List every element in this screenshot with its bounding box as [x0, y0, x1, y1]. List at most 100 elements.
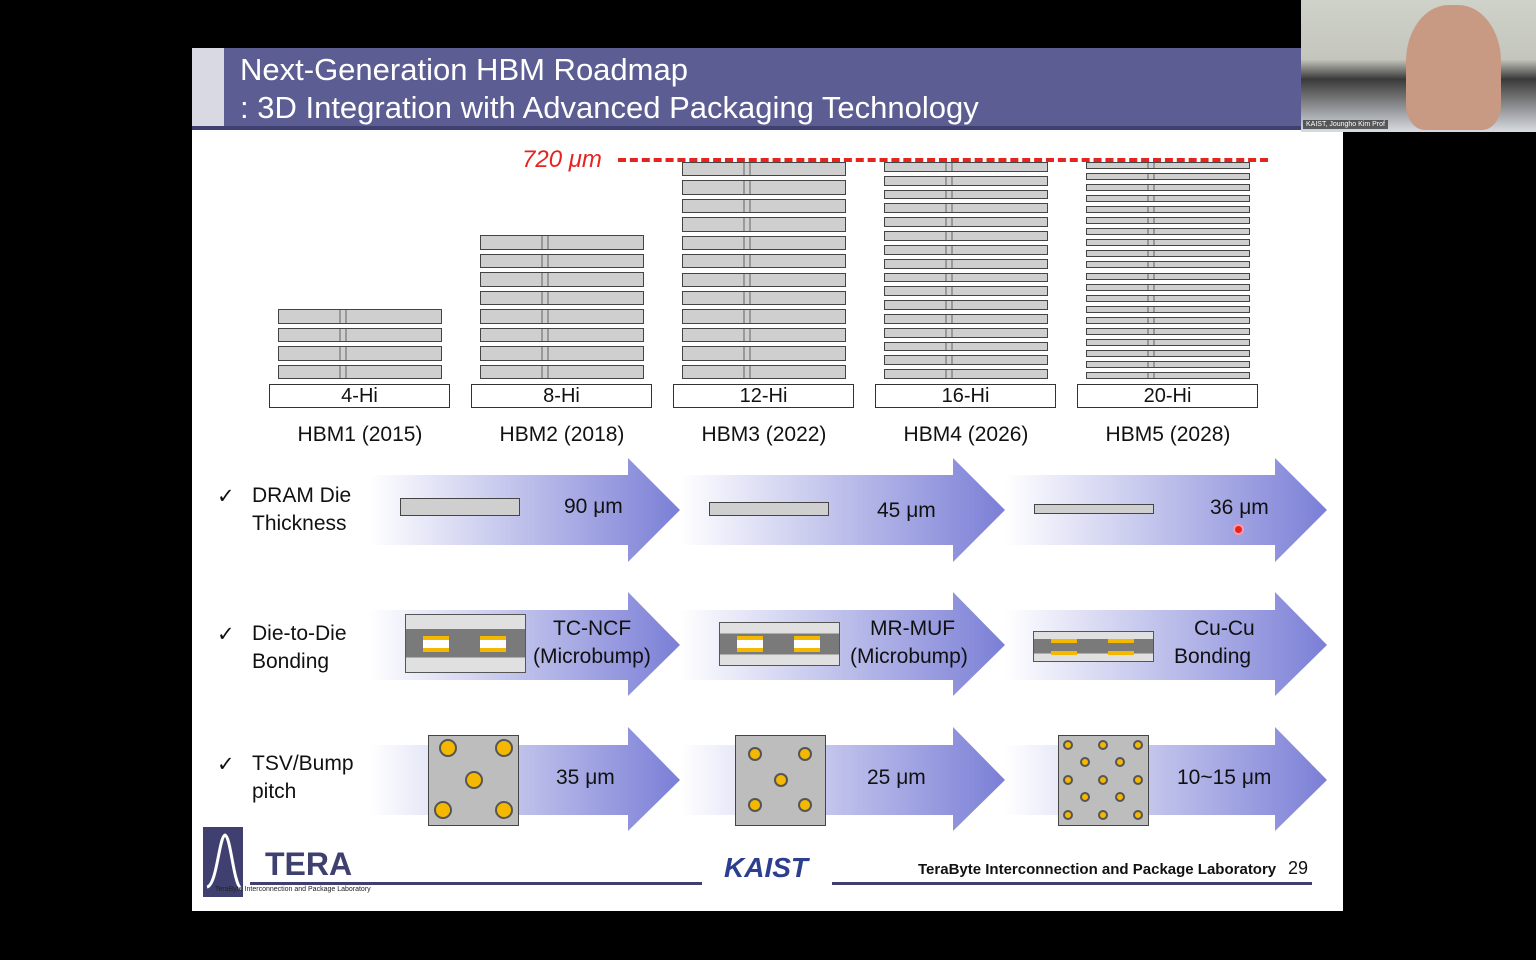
tera-logo-text: TERA: [265, 846, 353, 882]
dram-die: [682, 346, 846, 361]
bump: [1098, 810, 1108, 820]
pitch-value: 25 μm: [867, 766, 926, 789]
dram-die: [884, 203, 1048, 214]
dram-die: [480, 346, 644, 361]
slide-subtitle: : 3D Integration with Advanced Packaging…: [240, 90, 979, 125]
bump: [1080, 792, 1090, 802]
dram-die: [1086, 316, 1250, 324]
dram-die: [884, 217, 1048, 228]
dram-die: [1086, 228, 1250, 236]
hbm-generation-label: HBM3 (2022): [701, 423, 827, 446]
base-die-label: 4-Hi: [269, 384, 450, 408]
dram-die: [682, 162, 846, 177]
bonding-method-detail: (Microbump): [533, 645, 651, 668]
dram-die: [884, 355, 1048, 366]
kaist-logo: KAIST: [724, 852, 808, 883]
thickness-value: 90 μm: [564, 495, 623, 518]
bump: [1080, 757, 1090, 767]
bump: [1133, 775, 1143, 785]
footer-line-right: [832, 882, 1312, 885]
dram-die: [1086, 327, 1250, 335]
bump: [1115, 792, 1125, 802]
dram-die: [682, 254, 846, 269]
laser-pointer: [1233, 524, 1244, 535]
tera-logo-mark: [203, 827, 243, 897]
pitch-value: 35 μm: [556, 766, 615, 789]
bump: [748, 747, 762, 761]
dram-die: [884, 189, 1048, 200]
bump: [748, 798, 762, 812]
roadmap-arrow: [1005, 727, 1327, 831]
page-number: 29: [1288, 858, 1309, 878]
bump: [495, 801, 513, 819]
dram-die: [884, 341, 1048, 352]
bump: [465, 771, 483, 789]
bump: [1133, 740, 1143, 750]
dram-die: [480, 272, 644, 287]
dram-die: [1086, 349, 1250, 357]
title-underline: [192, 126, 1343, 130]
dram-die: [682, 180, 846, 195]
roadmap-arrow: [1005, 458, 1327, 562]
dram-die: [278, 327, 442, 342]
row-label: Bonding: [252, 650, 330, 673]
webcam-video[interactable]: KAIST, Joungho Kim Prof: [1301, 0, 1536, 132]
dram-die: [1086, 261, 1250, 269]
hbm-generation-label: HBM5 (2028): [1105, 423, 1231, 446]
hbm-generation-label: HBM2 (2018): [499, 423, 625, 446]
bump-pad: [480, 635, 507, 652]
bump: [1133, 810, 1143, 820]
bump: [1063, 740, 1073, 750]
dram-die: [1086, 272, 1250, 280]
dram-die: [1086, 217, 1250, 225]
die-cross-section: [400, 498, 520, 516]
dram-die: [682, 272, 846, 287]
dram-die: [480, 309, 644, 324]
dram-die: [682, 217, 846, 232]
dram-die: [1086, 184, 1250, 192]
roadmap-arrow: [680, 458, 1005, 562]
check-icon: ✓: [217, 623, 235, 646]
thickness-value: 36 μm: [1210, 496, 1269, 519]
dram-die: [884, 244, 1048, 255]
dram-die: [278, 364, 442, 379]
dram-die: [884, 369, 1048, 379]
check-icon: ✓: [217, 753, 235, 776]
dram-die: [278, 309, 442, 324]
roadmap-arrow: [680, 727, 1005, 831]
row-label: Thickness: [252, 512, 347, 535]
roadmap-arrow: [1005, 592, 1327, 696]
bump: [798, 798, 812, 812]
dram-die: [1086, 371, 1250, 379]
bump-pad: [1108, 638, 1135, 655]
dram-die: [1086, 239, 1250, 247]
dram-die: [682, 364, 846, 379]
bump-pad: [1051, 638, 1078, 655]
title-accent: [192, 48, 224, 126]
bump-pad: [423, 635, 450, 652]
height-limit-label: 720 μm: [522, 146, 602, 173]
bump: [1098, 775, 1108, 785]
slide-title: Next-Generation HBM Roadmap: [240, 52, 688, 87]
speaker-figure: [1406, 5, 1501, 130]
dram-die: [1086, 173, 1250, 181]
dram-die: [480, 327, 644, 342]
bonding-method: Cu-Cu: [1194, 617, 1255, 640]
footer-lab-name: TeraByte Interconnection and Package Lab…: [918, 861, 1277, 878]
hbm-generation-label: HBM1 (2015): [297, 423, 423, 446]
tera-logo-subtitle: TeraByte Interconnection and Package Lab…: [215, 886, 371, 893]
dram-die: [682, 290, 846, 306]
base-die-label: 12-Hi: [673, 384, 854, 408]
row-label: pitch: [252, 780, 297, 803]
roadmap-arrow: [370, 727, 680, 831]
dram-die: [884, 175, 1048, 186]
bump-pad: [737, 636, 764, 652]
dram-die: [884, 258, 1048, 269]
thickness-value: 45 μm: [877, 499, 936, 522]
dram-die: [1086, 338, 1250, 346]
dram-die: [278, 346, 442, 361]
slide-title-bar: Next-Generation HBM Roadmap : 3D Integra…: [192, 48, 1302, 126]
dram-die: [480, 235, 644, 250]
check-icon: ✓: [217, 485, 235, 508]
